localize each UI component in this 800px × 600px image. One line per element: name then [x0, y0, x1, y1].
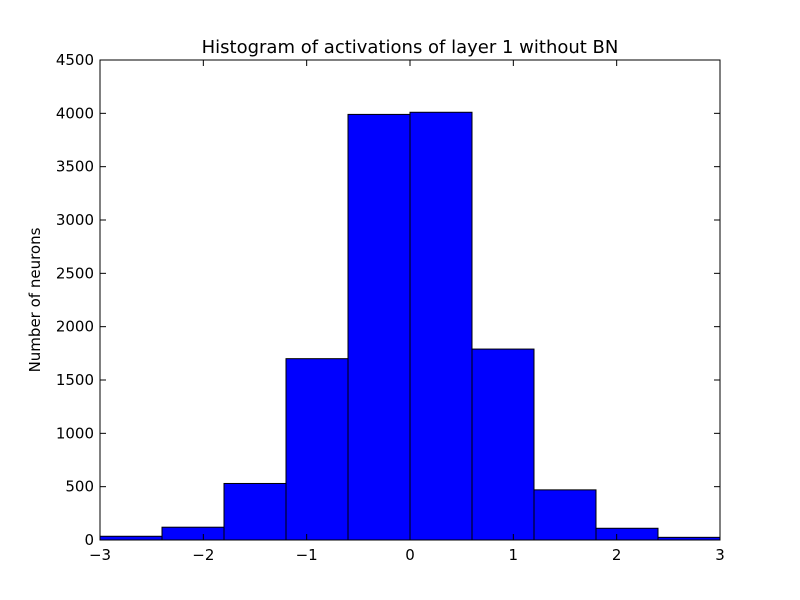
- histogram-bar: [471, 348, 535, 541]
- x-tick-label: 0: [405, 546, 415, 564]
- histogram-bar: [409, 111, 473, 541]
- tick-labels-group: −3 −2 −1 0 1 2 3 0 500 1000 1500 2000 2500 3000 3500 40…: [56, 51, 725, 564]
- y-tick-label: 500: [65, 478, 94, 496]
- x-tick-label: −2: [192, 546, 214, 564]
- chart-title: Histogram of activations of layer 1 with…: [202, 37, 619, 58]
- x-tick-label: 3: [715, 546, 725, 564]
- x-tick-label: 1: [509, 546, 519, 564]
- y-tick-label: 3000: [56, 211, 94, 229]
- y-tick-label: 2500: [56, 264, 94, 282]
- histogram-bar: [533, 489, 597, 541]
- x-tick-label: 2: [612, 546, 622, 564]
- bars-group: [99, 111, 721, 541]
- histogram-bar: [223, 482, 287, 541]
- y-tick-label: 2000: [56, 318, 94, 336]
- x-tick-label: −3: [89, 546, 111, 564]
- y-tick-label: 4000: [56, 104, 94, 122]
- histogram-bar: [347, 113, 411, 541]
- y-tick-label: 1000: [56, 424, 94, 442]
- x-tick-label: −1: [296, 546, 318, 564]
- y-tick-label: 1500: [56, 371, 94, 389]
- y-tick-label: 0: [84, 531, 94, 549]
- y-tick-label: 4500: [56, 51, 94, 69]
- plot-frame: [99, 59, 721, 541]
- histogram-bar: [99, 535, 163, 541]
- histogram-bar: [161, 526, 225, 541]
- y-tick-label: 3500: [56, 158, 94, 176]
- histogram-bar: [595, 527, 659, 541]
- histogram-bar: [285, 358, 349, 541]
- y-axis-label: Number of neurons: [26, 227, 44, 372]
